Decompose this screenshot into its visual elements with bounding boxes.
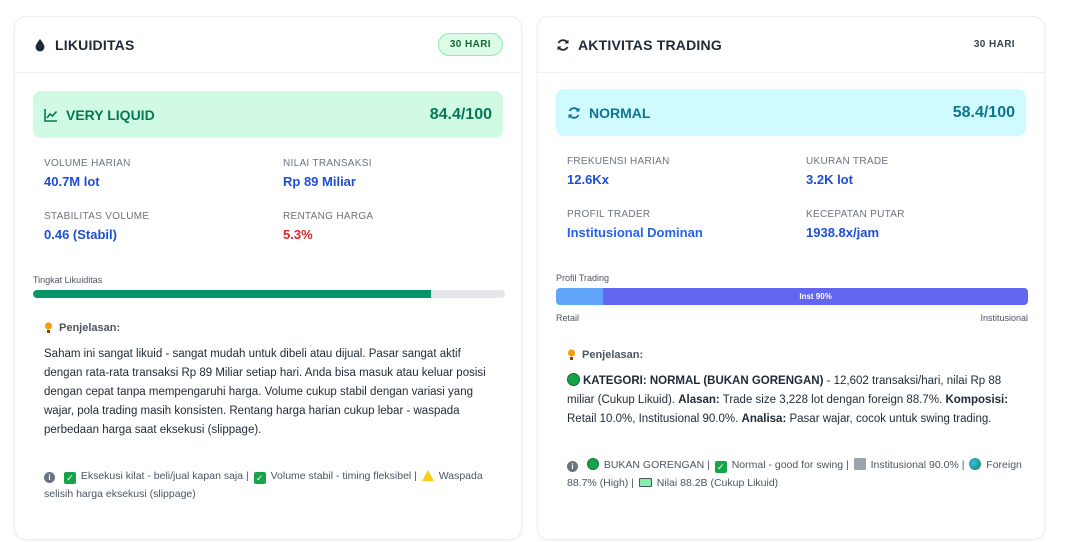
metric-kecepatan-putar: KECEPATAN PUTAR 1938.8x/jam: [806, 209, 905, 240]
trading-status-box: NORMAL 58.4/100: [556, 89, 1026, 136]
warning-icon: [421, 470, 434, 481]
trading-explain-text: KATEGORI: NORMAL (BUKAN GORENGAN) - 12,6…: [567, 373, 1009, 425]
liquidity-explain-head: Penjelasan:: [44, 322, 120, 334]
trading-profile-bar: Inst 90%: [556, 288, 1028, 305]
trading-metrics: FREKUENSI HARIAN 12.6Kx UKURAN TRADE 3.2…: [567, 156, 1026, 240]
liquidity-period-badge[interactable]: 30 HARI: [437, 33, 503, 56]
green-circle-icon: [567, 373, 580, 386]
liquidity-status: VERY LIQUID: [44, 107, 155, 123]
liquidity-status-label: VERY LIQUID: [66, 106, 155, 123]
liquidity-score: 84.4/100: [429, 105, 492, 123]
liquidity-card: LIKUIDITAS 30 HARI VERY LIQUID 84.4/100 …: [14, 16, 522, 540]
trading-score: 58.4/100: [952, 103, 1015, 121]
trading-header: AKTIVITAS TRADING 30 HARI: [538, 17, 1044, 73]
liquidity-explain-text: Saham ini sangat likuid - sangat mudah u…: [44, 348, 486, 436]
liquidity-progress-fill: [33, 290, 432, 298]
info-icon: i: [44, 472, 55, 483]
lightbulb-icon: [567, 349, 576, 360]
trading-explain-head: Penjelasan:: [567, 349, 643, 361]
lightbulb-icon: [44, 322, 53, 333]
trading-title: AKTIVITAS TRADING: [556, 37, 722, 53]
metric-stabilitas-volume: STABILITAS VOLUME 0.46 (Stabil): [44, 211, 150, 242]
liquidity-title: LIKUIDITAS: [33, 37, 135, 53]
liquidity-footnote: i ✓ Eksekusi kilat - beli/jual kapan saj…: [44, 470, 483, 500]
metric-profil-trader: PROFIL TRADER Institusional Dominan: [567, 209, 703, 240]
liquidity-header: LIKUIDITAS 30 HARI: [15, 17, 521, 73]
green-circle-icon: [586, 458, 599, 470]
liquidity-progress-track: [33, 290, 505, 298]
globe-icon: [969, 458, 982, 470]
metric-frekuensi-harian: FREKUENSI HARIAN 12.6Kx: [567, 156, 670, 187]
check-icon: ✓: [253, 472, 266, 484]
info-icon: i: [567, 461, 578, 472]
liquidity-title-text: LIKUIDITAS: [55, 36, 135, 53]
trading-inst-segment: Inst 90%: [603, 288, 1028, 305]
trading-card: AKTIVITAS TRADING 30 HARI NORMAL 58.4/10…: [537, 16, 1045, 540]
trading-period-badge[interactable]: 30 HARI: [973, 39, 1015, 50]
inst-end-label: Institusional: [980, 313, 1028, 323]
trading-status: NORMAL: [567, 105, 650, 121]
check-icon: ✓: [714, 461, 727, 473]
metric-rentang-harga: RENTANG HARGA 5.3%: [283, 211, 374, 242]
check-icon: ✓: [63, 472, 76, 484]
chart-line-icon: [44, 108, 58, 122]
metric-ukuran-trade: UKURAN TRADE 3.2K lot: [806, 156, 889, 187]
refresh-icon: [568, 106, 580, 119]
refresh-icon: [557, 38, 569, 51]
liquidity-metrics: VOLUME HARIAN 40.7M lot NILAI TRANSAKSI …: [44, 158, 503, 242]
liquidity-status-box: VERY LIQUID 84.4/100: [33, 91, 503, 138]
trading-status-label: NORMAL: [589, 104, 651, 121]
droplet-icon: [35, 38, 45, 51]
trading-retail-segment: [556, 288, 604, 305]
money-icon: [638, 478, 652, 487]
bar-chart-icon: [853, 458, 866, 470]
metric-nilai-transaksi: NILAI TRANSAKSI Rp 89 Miliar: [283, 158, 372, 189]
trading-title-text: AKTIVITAS TRADING: [578, 36, 722, 53]
metric-volume-harian: VOLUME HARIAN 40.7M lot: [44, 158, 131, 189]
trading-profile-label: Profil Trading: [556, 273, 610, 283]
trading-profile-ends: Retail Institusional: [556, 313, 1028, 323]
trading-footnote: i BUKAN GORENGAN | ✓ Normal - good for s…: [567, 458, 1022, 489]
liquidity-bar-label: Tingkat Likuiditas: [33, 275, 103, 285]
retail-end-label: Retail: [556, 313, 580, 323]
